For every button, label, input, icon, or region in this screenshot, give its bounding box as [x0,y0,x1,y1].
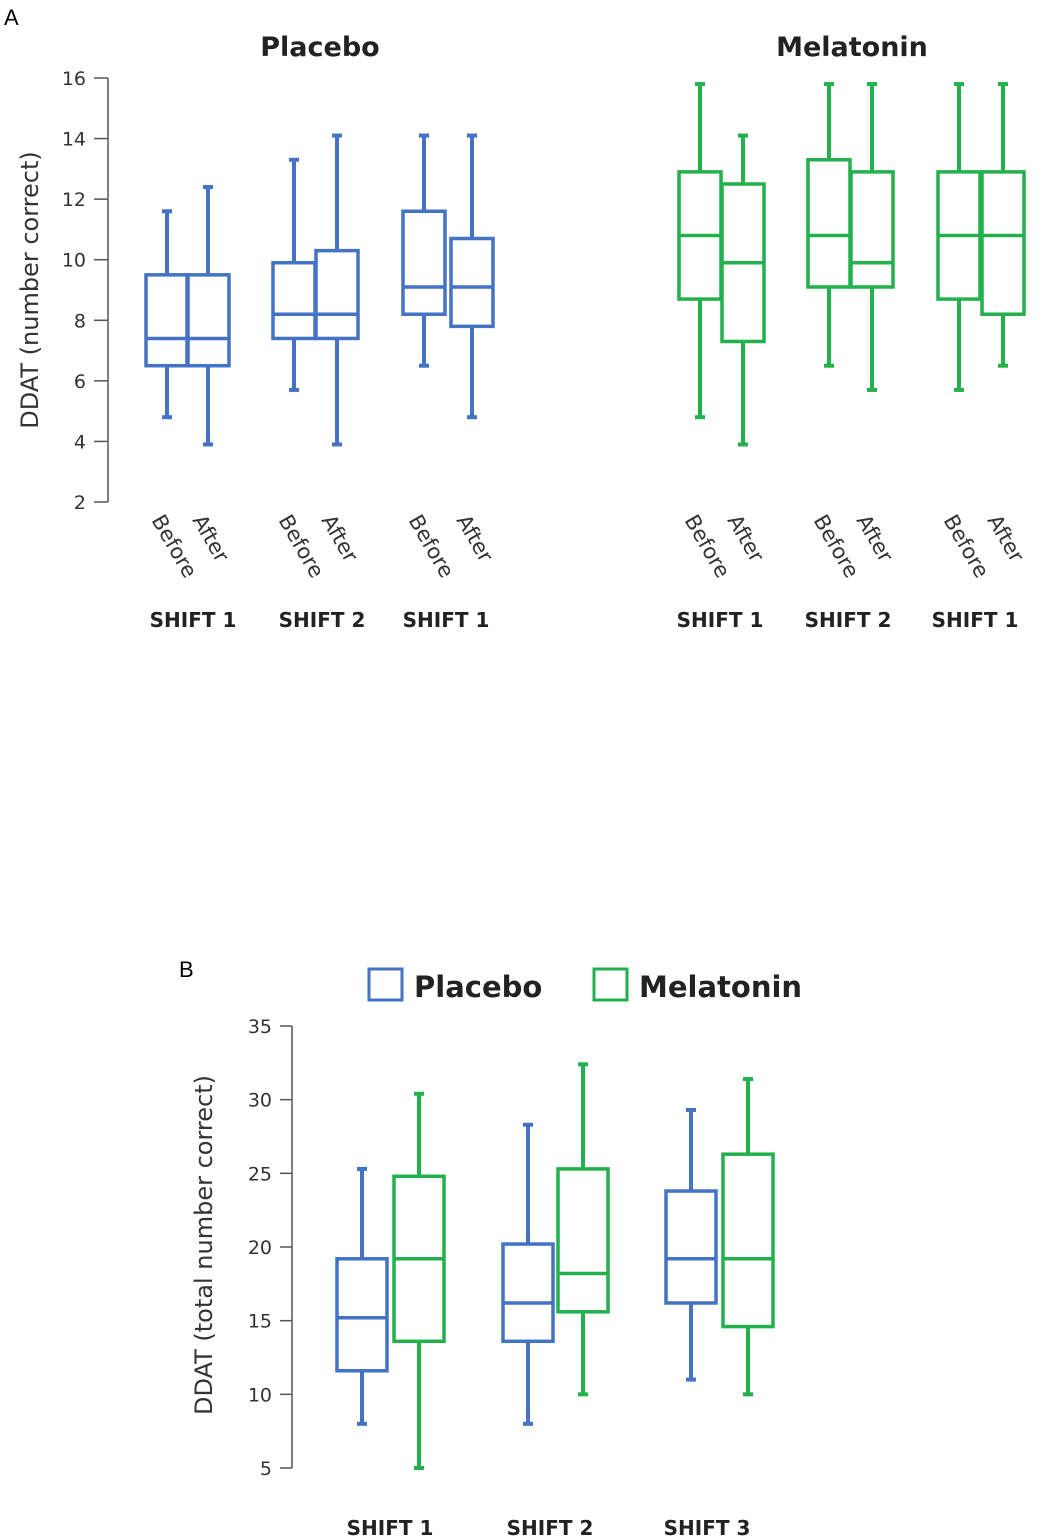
panel-a-placebo-box-6-box [449,236,495,329]
panel-a-shift-label: SHIFT 1 [932,608,1019,632]
panel-b-plot: 5 10 15 20 25 30 35 SHIFT 1 SHIFT 2 SHIFT 3 [248,1016,775,1539]
panel-a-placebo-box-1-box [144,273,190,368]
panel-a-y-tick-label: 2 [74,492,86,514]
panel-a-melatonin-box-6-box [980,170,1026,316]
panel-a-y-axis-label: DDAT (number correct) [16,151,44,428]
panel-a-y-tick-label: 10 [62,250,86,272]
panel-a-y-tick-label: 6 [74,371,86,393]
panel-a-y-tick-label: 16 [62,68,86,90]
panel-b-y-tick-label: 30 [248,1090,272,1112]
panel-b-placebo-box-shift-1-box [335,1257,389,1373]
panel-a-placebo-box-5-box [401,209,447,316]
panel-a-shift-label: SHIFT 2 [805,608,892,632]
panel-a-placebo-box-4-box [314,248,360,341]
panel-a-shift-label: SHIFT 2 [279,608,366,632]
legend-melatonin-swatch [592,967,629,1002]
panel-a-placebo-box-2-box [185,273,231,368]
panel-a-category-label: After [852,511,898,567]
panel-b-letter: B [179,957,194,982]
panel-a-category-label: After [452,511,498,567]
panel-a-placebo-box-3-box [271,260,317,341]
panel-b-y-tick-label: 5 [260,1458,272,1480]
panel-a-y-tick-label: 12 [62,189,86,211]
panel-b-melatonin-box-shift-2-box [556,1167,610,1314]
panel-b-y-axis-label: DDAT (total number correct) [190,1075,218,1415]
panel-a-shift-label: SHIFT 1 [677,608,764,632]
panel-a-placebo-title: Placebo [260,32,379,63]
panel-a-melatonin-title: Melatonin [776,32,928,63]
panel-a-shift-label: SHIFT 1 [403,608,490,632]
panel-b-melatonin-box-shift-3-box [721,1152,775,1329]
panel-b-y-tick-label: 10 [248,1384,272,1406]
panel-a-y-tick-label: 14 [62,129,86,151]
panel-b-category-label: SHIFT 1 [347,1516,434,1539]
legend-melatonin-label: Melatonin [639,970,802,1004]
panel-a-category-label: After [983,511,1029,567]
panel-b-category-label: SHIFT 2 [507,1516,594,1539]
legend-placebo-label: Placebo [414,970,542,1004]
panel-a-melatonin-box-4-box [849,170,895,289]
panel-b-y-tick-label: 20 [248,1237,272,1259]
panel-a-y-tick-label: 8 [74,310,86,332]
panel-b-category-label: SHIFT 3 [664,1516,751,1539]
panel-b-placebo-box-shift-2-box [501,1242,555,1344]
panel-a-y-tick-label: 4 [74,431,86,453]
panel-b-y-tick-label: 25 [248,1163,272,1185]
legend-placebo-swatch [367,967,404,1002]
panel-b-y-tick-label: 15 [248,1311,272,1333]
panel-a-category-label: After [317,511,363,567]
panel-b-placebo-box-shift-3-box [664,1189,718,1305]
panel-a-melatonin-box-3-box [806,158,852,289]
panel-a-category-label: After [723,511,769,567]
panel-a-shift-label: SHIFT 1 [150,608,237,632]
panel-a-category-label: Before [404,511,459,582]
panel-b-y-tick-label: 35 [248,1016,272,1038]
panel-a-letter: A [4,5,19,30]
